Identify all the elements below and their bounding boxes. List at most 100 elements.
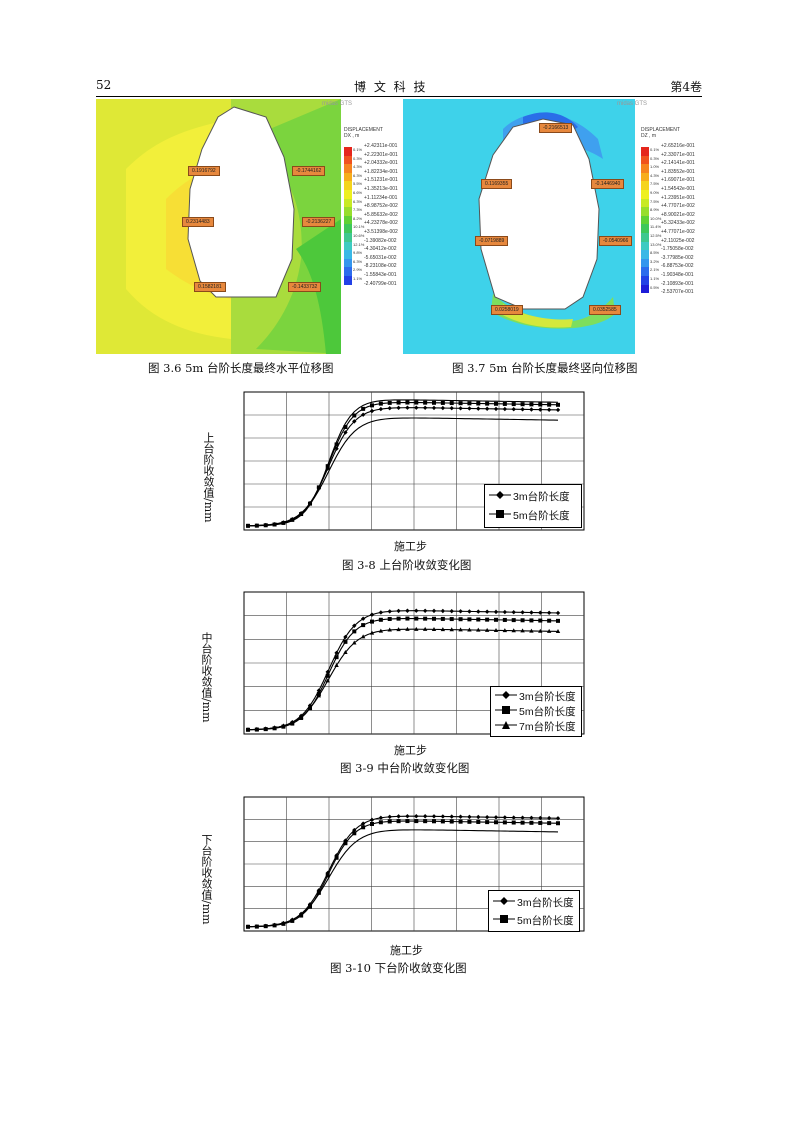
- series-point-1: [378, 820, 383, 825]
- fig37-scale-value: -2.53707e-001: [661, 289, 694, 296]
- series-point-1: [449, 819, 454, 824]
- fig36-scale-pct: 6.3%: [353, 258, 363, 264]
- series-point-2: [360, 634, 366, 639]
- fig37-scale-pct: 12.5%: [650, 233, 662, 238]
- series-point-2: [555, 629, 561, 634]
- series-point-1: [502, 617, 507, 622]
- header-rule: [96, 96, 702, 97]
- series-point-1: [511, 402, 516, 407]
- fig37-scale-value: +2.14141e-001: [661, 160, 695, 167]
- series-point-0: [369, 612, 375, 617]
- series-point-0: [360, 821, 366, 826]
- series-point-1: [290, 918, 295, 923]
- series-point-0: [405, 814, 410, 819]
- fig37-scale-swatch: [641, 284, 649, 294]
- series-point-1: [246, 924, 250, 929]
- fig36-tag-1: 0.1916792: [188, 166, 220, 176]
- series-point-1: [556, 618, 560, 623]
- series-point-1: [476, 617, 481, 622]
- fig36-scale-value: -5.65031e-002: [364, 254, 397, 261]
- fig36-scale-pct: 1.1%: [353, 276, 363, 281]
- fig37-scale-pct: 1.1%: [650, 276, 660, 281]
- fig39-legend-item-3m: 3m台阶长度: [491, 688, 581, 704]
- fig37-scale-pct: 8.5%: [650, 250, 660, 256]
- fig37-scale-swatch: [641, 164, 649, 173]
- fig310-legend-item-5m: 5m台阶长度: [489, 912, 579, 928]
- series-point-0: [440, 405, 446, 411]
- series-point-2: [493, 627, 499, 632]
- series-point-1: [529, 402, 534, 407]
- fig36-scale-swatch: [344, 276, 352, 285]
- fig36-scale-pct: 2.9%: [353, 267, 363, 273]
- series-point-1: [494, 401, 498, 406]
- series-point-0: [316, 888, 322, 893]
- fig37-brand-logo: midas GTS: [617, 101, 648, 107]
- fig36-tag-6: -0.1433732: [288, 282, 322, 292]
- series-point-2: [440, 627, 446, 632]
- fig36-scale-value: +8.98752e-002: [364, 203, 398, 210]
- series-point-2: [343, 649, 348, 654]
- series-point-1: [343, 841, 348, 846]
- series-point-2: [290, 720, 295, 725]
- fig37-scale-pct: 1.0%: [650, 164, 660, 170]
- series-point-0: [555, 610, 561, 616]
- fig37-scale-value: +1.83552e-001: [661, 168, 695, 175]
- series-point-1: [361, 406, 366, 411]
- series-point-0: [529, 407, 534, 412]
- series-point-1: [396, 616, 401, 621]
- fig37-scale-pct: 8.9%: [650, 207, 660, 213]
- series-point-2: [369, 630, 375, 635]
- fig36-scale-pct: 0.3%: [353, 155, 363, 161]
- fig37-scale-swatch: [641, 241, 649, 251]
- series-point-2: [405, 626, 410, 631]
- series-point-0: [360, 412, 366, 417]
- series-point-0: [387, 406, 392, 411]
- fig36-scale-pct: 10.1%: [353, 224, 365, 230]
- series-point-1: [432, 616, 436, 621]
- fig36-contour-plot: midas GTS DISPLACEMENT DX , m +2.42311e-…: [96, 99, 398, 354]
- fig36-tag-3: 0.2314483: [182, 217, 214, 227]
- series-point-0: [422, 405, 428, 411]
- series-point-0: [467, 406, 472, 411]
- fig37-scale-swatch: [641, 198, 649, 208]
- series-point-1: [272, 923, 277, 928]
- fig36-scale-swatch: [344, 155, 352, 165]
- fig37-tag-1: -0.2166513: [539, 123, 573, 133]
- series-point-1: [520, 618, 525, 623]
- fig38-xlabel: 施工步: [394, 540, 427, 553]
- series-point-2: [334, 662, 339, 667]
- series-point-1: [449, 617, 454, 622]
- series-point-0: [387, 814, 392, 820]
- series-point-1: [423, 400, 428, 405]
- series-point-1: [352, 831, 357, 836]
- series-point-1: [440, 400, 445, 405]
- series-point-1: [299, 913, 304, 918]
- series-point-0: [440, 814, 446, 819]
- series-point-1: [538, 820, 543, 825]
- fig36-scale-pct: 12.1%: [353, 241, 365, 247]
- series-point-2: [511, 628, 516, 633]
- series-point-2: [449, 627, 454, 632]
- fig36-scale-swatch: [344, 147, 352, 156]
- fig37-tag-4: -0.0719889: [475, 236, 509, 246]
- series-point-2: [396, 627, 401, 632]
- series-point-1: [547, 402, 552, 407]
- series-point-1: [378, 401, 383, 406]
- fig36-scale-pct: 9.8%: [353, 250, 363, 256]
- series-point-2: [414, 626, 419, 631]
- fig37-contour-plot: midas GTS DISPLACEMENT DZ , m +2.65216e-…: [403, 99, 699, 354]
- series-point-1: [520, 402, 525, 407]
- fig39-legend-item-7m: 7m台阶长度: [491, 718, 581, 734]
- series-point-1: [370, 619, 374, 624]
- fig37-scale-pct: 0.1%: [650, 147, 660, 152]
- series-point-2: [502, 628, 508, 633]
- series-point-1: [556, 821, 560, 826]
- series-point-1: [511, 618, 516, 623]
- fig36-scale-swatch: [344, 215, 352, 225]
- fig36-scale-swatch: [344, 164, 352, 173]
- series-point-1: [334, 655, 339, 660]
- fig36-scale-swatch: [344, 267, 352, 276]
- fig37-tag-6: 0.0258019: [491, 305, 523, 315]
- series-point-2: [307, 705, 313, 710]
- series-point-1: [387, 819, 392, 824]
